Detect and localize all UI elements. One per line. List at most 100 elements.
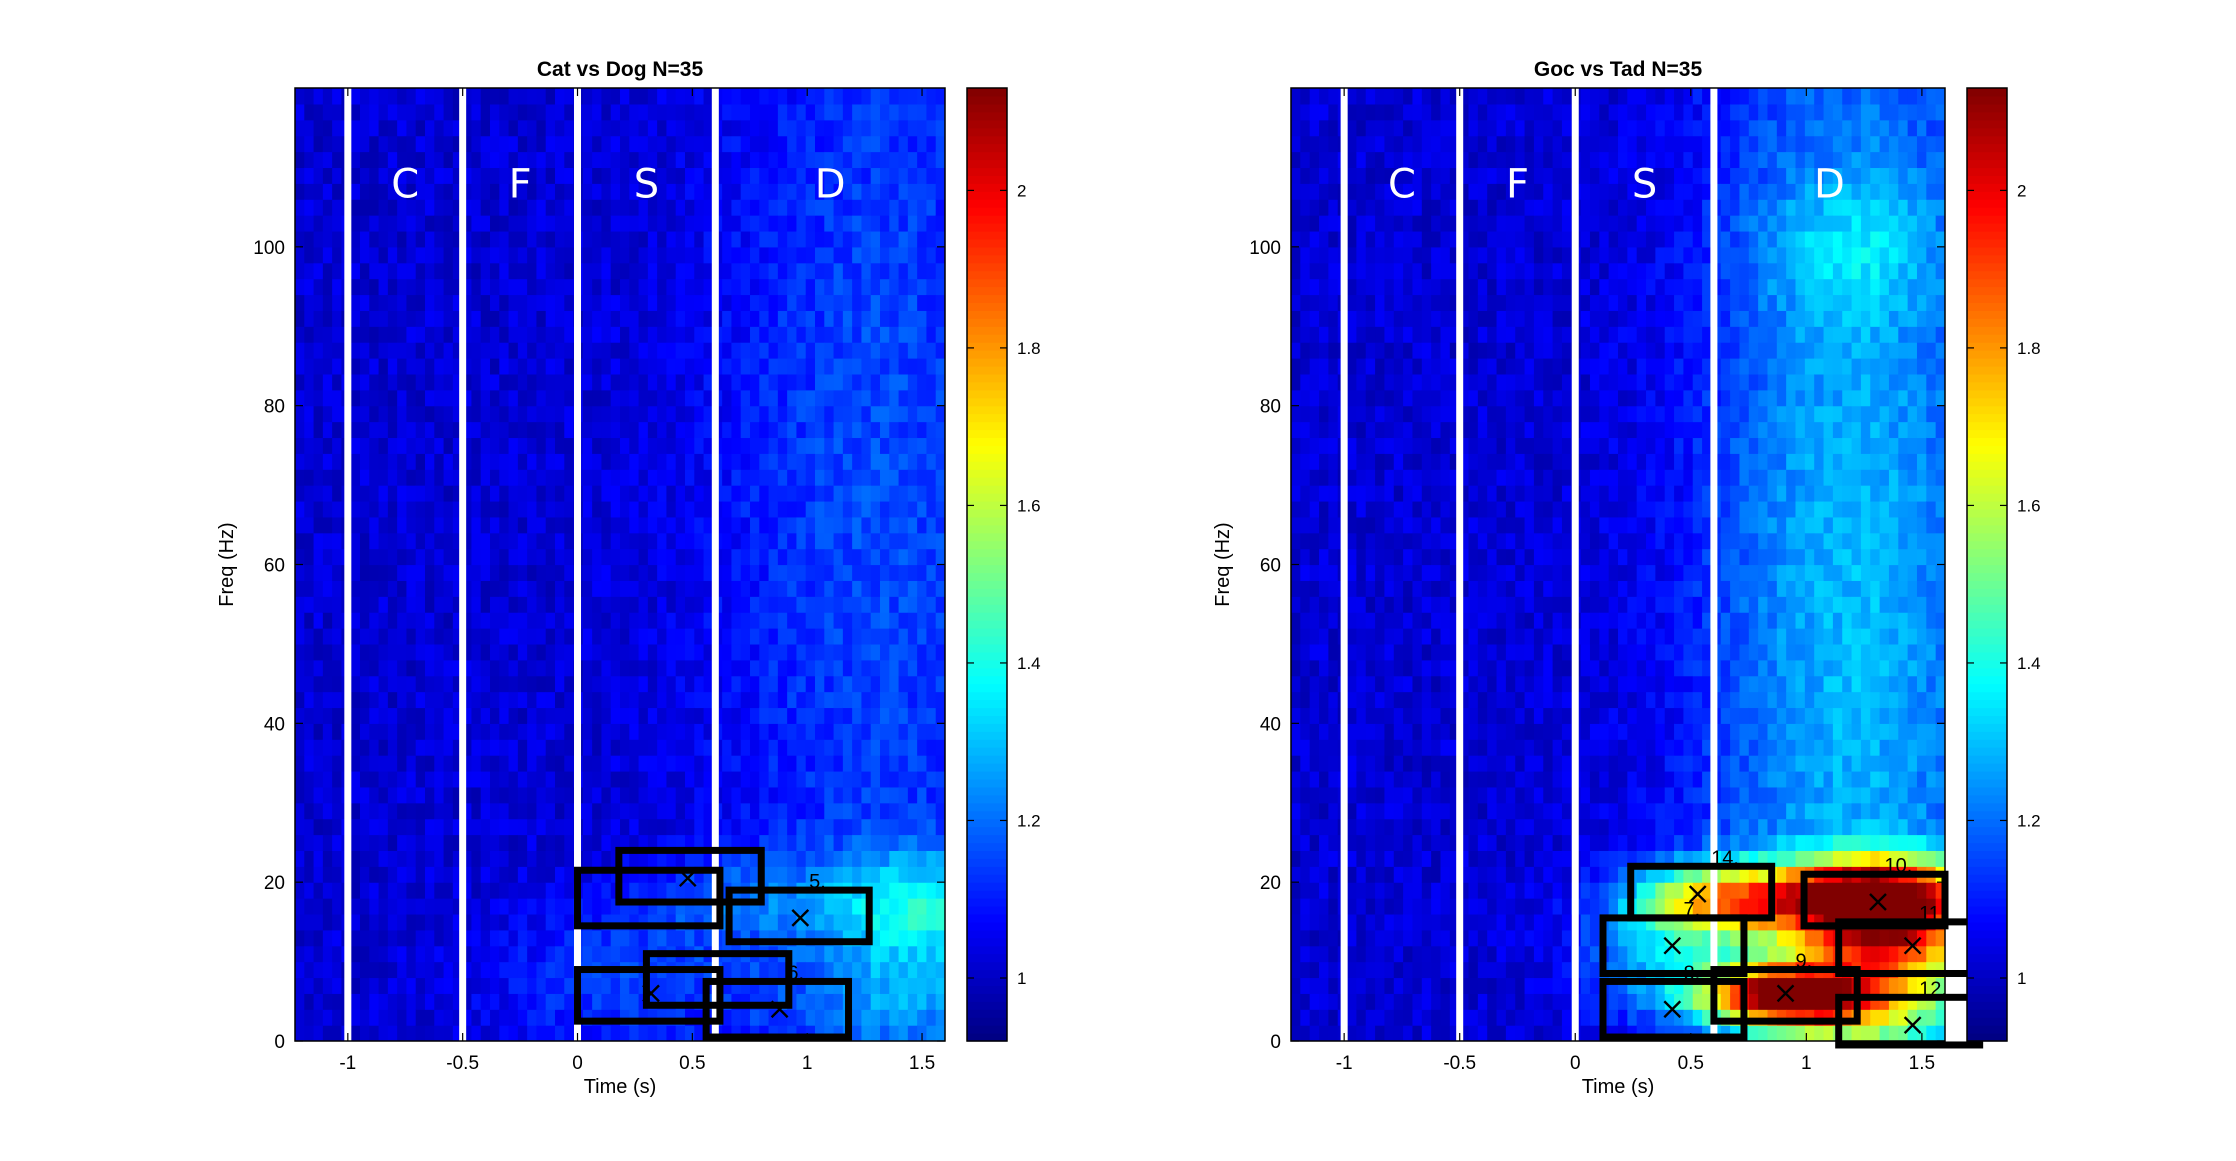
heatmap-cell bbox=[387, 373, 398, 391]
heatmap-cell bbox=[629, 612, 640, 629]
heatmap-cell bbox=[332, 929, 343, 947]
heatmap-cell bbox=[434, 183, 445, 200]
heatmap-cell bbox=[935, 770, 945, 788]
heatmap-cell bbox=[545, 151, 556, 169]
heatmap-cell bbox=[703, 405, 714, 423]
heatmap-cell bbox=[722, 1009, 733, 1026]
heatmap-cell bbox=[564, 262, 575, 280]
heatmap-cell bbox=[1347, 278, 1357, 296]
heatmap-cell bbox=[610, 262, 621, 280]
heatmap-cell bbox=[815, 898, 825, 915]
heatmap-cell bbox=[415, 310, 426, 327]
heatmap-cell bbox=[833, 596, 844, 613]
heatmap-cell bbox=[452, 500, 463, 518]
heatmap-cell bbox=[508, 151, 519, 169]
heatmap-cell bbox=[555, 310, 565, 327]
heatmap-cell bbox=[796, 659, 807, 677]
heatmap-cell bbox=[499, 405, 510, 423]
heatmap-cell bbox=[768, 326, 779, 343]
heatmap-cell bbox=[1365, 770, 1376, 788]
heatmap-cell bbox=[471, 548, 482, 566]
heatmap-cell bbox=[1365, 961, 1376, 979]
heatmap-cell bbox=[462, 913, 473, 931]
heatmap-cell bbox=[880, 310, 890, 327]
heatmap-cell bbox=[1356, 310, 1367, 327]
heatmap-cell bbox=[415, 898, 426, 915]
heatmap-cell bbox=[601, 596, 612, 613]
heatmap-cell bbox=[1291, 882, 1301, 899]
heatmap-cell bbox=[304, 230, 315, 248]
colorbar-band bbox=[967, 810, 1007, 820]
heatmap-cell bbox=[620, 882, 630, 899]
heatmap-cell bbox=[750, 103, 760, 121]
heatmap-cell bbox=[880, 199, 890, 216]
heatmap-cell bbox=[768, 405, 779, 423]
heatmap-cell bbox=[471, 929, 482, 947]
heatmap-cell bbox=[332, 834, 343, 851]
heatmap-cell bbox=[434, 278, 445, 296]
heatmap-cell bbox=[1291, 230, 1301, 248]
heatmap-cell bbox=[907, 834, 918, 851]
heatmap-cell bbox=[452, 1025, 463, 1041]
heatmap-cell bbox=[805, 993, 816, 1010]
heatmap-cell bbox=[926, 326, 937, 343]
heatmap-cell bbox=[517, 151, 528, 169]
heatmap-cell bbox=[907, 898, 918, 915]
heatmap-cell bbox=[462, 167, 473, 184]
heatmap-cell bbox=[425, 516, 435, 534]
heatmap-cell bbox=[517, 119, 528, 137]
heatmap-cell bbox=[620, 215, 630, 232]
heatmap-cell bbox=[750, 310, 760, 327]
heatmap-cell bbox=[462, 278, 473, 296]
heatmap-cell bbox=[601, 628, 612, 645]
heatmap-cell bbox=[675, 500, 686, 518]
heatmap-cell bbox=[1328, 199, 1339, 216]
heatmap-cell bbox=[536, 119, 547, 137]
heatmap-cell bbox=[917, 516, 928, 534]
heatmap-cell bbox=[768, 215, 779, 232]
heatmap-cell bbox=[917, 850, 928, 867]
heatmap-cell bbox=[1347, 294, 1357, 311]
heatmap-cell bbox=[657, 675, 668, 693]
heatmap-cell bbox=[805, 437, 816, 454]
heatmap-cell bbox=[787, 278, 798, 296]
heatmap-cell bbox=[926, 246, 937, 264]
heatmap-cell bbox=[1309, 548, 1320, 566]
heatmap-cell bbox=[805, 421, 816, 439]
heatmap-cell bbox=[935, 913, 945, 931]
heatmap-cell bbox=[750, 405, 760, 423]
heatmap-cell bbox=[592, 770, 603, 788]
heatmap-cell bbox=[508, 294, 519, 311]
heatmap-cell bbox=[666, 580, 677, 597]
heatmap-cell bbox=[582, 628, 593, 645]
heatmap-cell bbox=[638, 215, 649, 232]
heatmap-cell bbox=[861, 993, 872, 1010]
heatmap-cell bbox=[462, 977, 473, 994]
heatmap-cell bbox=[917, 945, 928, 963]
heatmap-cell bbox=[295, 246, 305, 264]
heatmap-cell bbox=[1291, 469, 1301, 486]
heatmap-cell bbox=[1319, 1009, 1329, 1026]
heatmap-cell bbox=[898, 199, 909, 216]
heatmap-cell bbox=[1328, 628, 1339, 645]
heatmap-cell bbox=[777, 469, 788, 486]
heatmap-cell bbox=[1309, 532, 1320, 550]
heatmap-cell bbox=[610, 548, 621, 566]
heatmap-cell bbox=[555, 453, 565, 470]
heatmap-cell bbox=[592, 262, 603, 280]
heatmap-cell bbox=[1291, 929, 1301, 947]
heatmap-cell bbox=[750, 802, 760, 820]
heatmap-cell bbox=[926, 215, 937, 232]
heatmap-cell bbox=[787, 310, 798, 327]
heatmap-cell bbox=[1328, 802, 1339, 820]
heatmap-cell bbox=[517, 913, 528, 931]
heatmap-cell bbox=[666, 691, 677, 709]
heatmap-cell bbox=[935, 516, 945, 534]
heatmap-cell bbox=[490, 437, 500, 454]
heatmap-cell bbox=[434, 421, 445, 439]
heatmap-cell bbox=[378, 215, 389, 232]
heatmap-cell bbox=[582, 548, 593, 566]
heatmap-cell bbox=[657, 1025, 668, 1041]
heatmap-cell bbox=[415, 707, 426, 724]
heatmap-cell bbox=[332, 977, 343, 994]
